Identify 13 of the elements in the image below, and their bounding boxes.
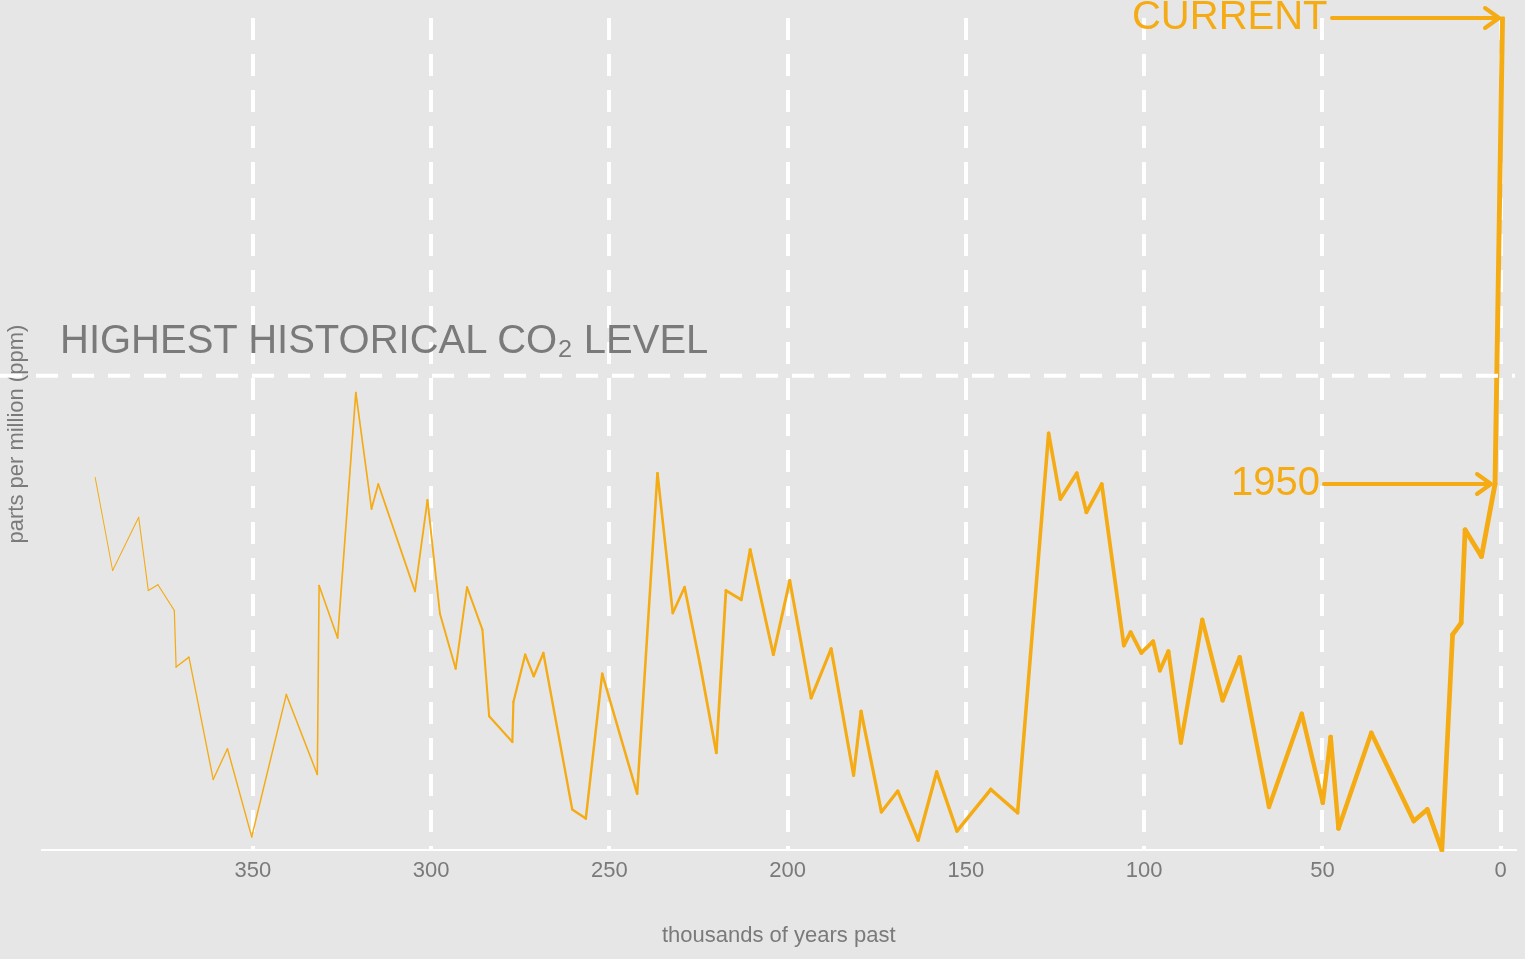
annotation: 1950 xyxy=(1231,459,1321,504)
x-tick-label: 250 xyxy=(590,857,628,883)
x-tick-label: 350 xyxy=(234,857,272,883)
x-tick-label: 200 xyxy=(769,857,806,883)
x-tick-label: 100 xyxy=(1125,857,1163,883)
x-tick-label: 50 xyxy=(1310,857,1335,883)
x-tick-label: 0 xyxy=(1494,857,1507,883)
x-tick-label: 300 xyxy=(412,857,450,883)
annotation: CURRENT xyxy=(1131,0,1328,38)
x-axis-title: thousands of years past xyxy=(661,921,896,947)
ref-line-label: HIGHEST HISTORICAL CO₂ LEVEL xyxy=(60,316,709,361)
y-axis-title: parts per million (ppm) xyxy=(3,324,29,544)
x-tick-label: 150 xyxy=(947,857,985,883)
